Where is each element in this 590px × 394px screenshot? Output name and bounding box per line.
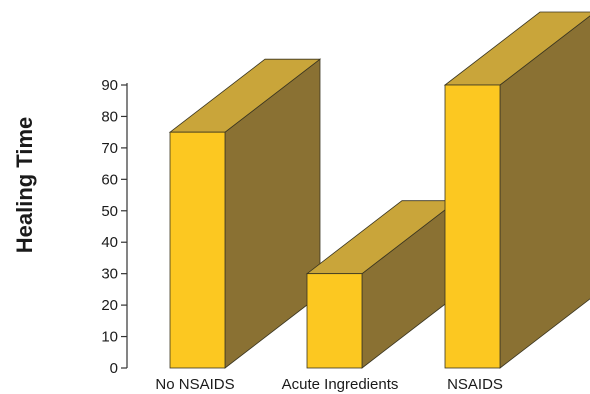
- y-tick-label: 40: [101, 234, 118, 251]
- bar: [305, 199, 459, 369]
- y-tick-label: 10: [101, 329, 118, 346]
- y-tick-label: 50: [101, 203, 118, 220]
- y-tick-label: 80: [101, 108, 118, 125]
- bar: [168, 58, 322, 369]
- bar-front: [444, 84, 501, 369]
- bar: [443, 11, 590, 369]
- x-category-label: Acute Ingredients: [282, 376, 399, 393]
- y-tick-label: 0: [110, 360, 118, 377]
- category-labels: No NSAIDS Acute Ingredients NSAIDS: [155, 376, 503, 393]
- bar-front: [306, 273, 363, 369]
- x-category-label: NSAIDS: [447, 376, 503, 393]
- y-axis: 0 10 20 30 40 50 60 70 80 90: [101, 77, 128, 377]
- y-tick-label: 60: [101, 171, 118, 188]
- bar-front: [169, 131, 226, 369]
- y-tick-label: 30: [101, 266, 118, 283]
- y-tick-label: 70: [101, 140, 118, 157]
- x-category-label: No NSAIDS: [155, 376, 234, 393]
- y-axis-title: Healing Time: [12, 117, 37, 254]
- y-tick-label: 20: [101, 297, 118, 314]
- bars: [168, 11, 590, 369]
- y-tick-label: 90: [101, 77, 118, 94]
